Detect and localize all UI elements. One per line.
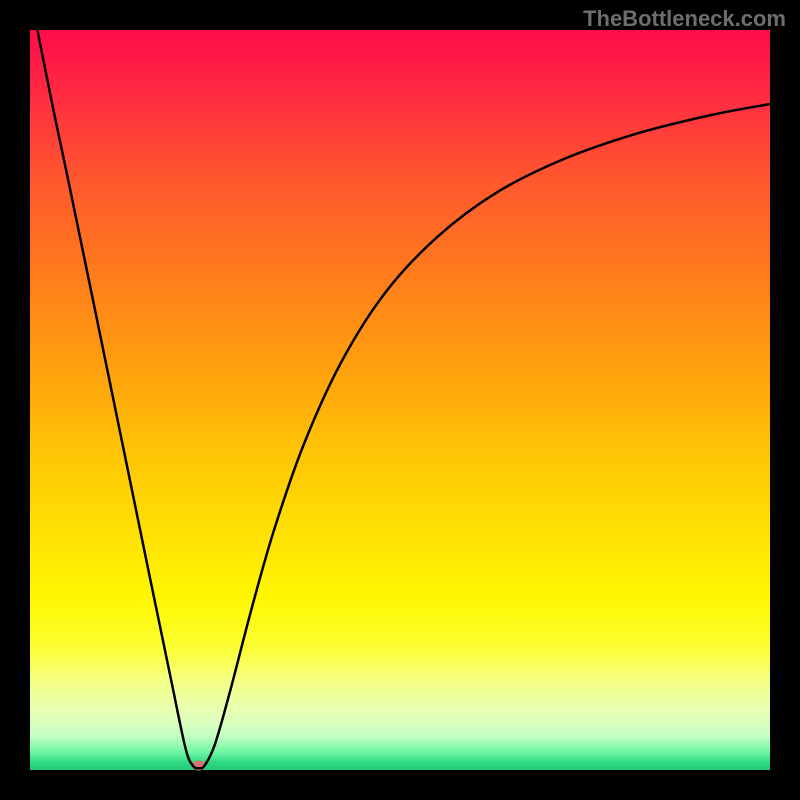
bottleneck-chart-svg xyxy=(0,0,800,800)
watermark-text: TheBottleneck.com xyxy=(583,6,786,32)
chart-container: TheBottleneck.com xyxy=(0,0,800,800)
plot-gradient-background xyxy=(30,30,770,770)
